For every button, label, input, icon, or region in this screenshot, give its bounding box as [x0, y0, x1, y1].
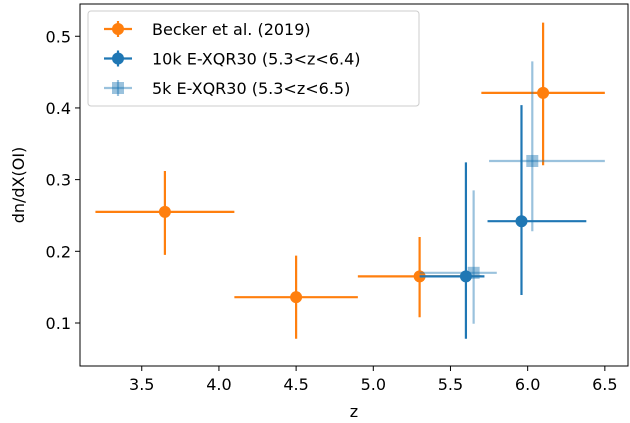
- data-point: [158, 205, 171, 218]
- x-tick-label: 6.5: [592, 375, 617, 394]
- legend-item: 5k E-XQR30 (5.3<z<6.5): [104, 79, 350, 98]
- x-tick-label: 5.0: [361, 375, 386, 394]
- data-point: [467, 266, 480, 279]
- x-tick-label: 5.5: [438, 375, 463, 394]
- legend-frame: [87, 10, 420, 107]
- y-tick-label: 0.5: [46, 27, 71, 46]
- x-tick-label: 4.5: [283, 375, 308, 394]
- data-marks: [95, 22, 605, 339]
- y-axis-label: dn/dX(OI): [9, 147, 28, 224]
- legend-marker: [112, 82, 124, 94]
- x-tick-label: 6.0: [515, 375, 540, 394]
- series-group: [419, 105, 587, 339]
- legend-label: 5k E-XQR30 (5.3<z<6.5): [152, 79, 350, 98]
- legend-label: 10k E-XQR30 (5.3<z<6.4): [152, 50, 361, 69]
- x-axis-label: z: [350, 402, 358, 421]
- y-tick-label: 0.3: [46, 171, 71, 190]
- legend-item: Becker et al. (2019): [104, 20, 311, 39]
- data-point: [537, 86, 550, 99]
- data-point: [290, 291, 303, 304]
- y-tick-label: 0.1: [46, 314, 71, 333]
- y-tick-label: 0.2: [46, 242, 71, 261]
- plot-frame: [79, 3, 629, 367]
- data-point: [515, 215, 528, 228]
- x-tick-label: 4.0: [206, 375, 231, 394]
- legend-marker: [112, 23, 124, 35]
- x-tick-label: 3.5: [129, 375, 154, 394]
- legend-item: 10k E-XQR30 (5.3<z<6.4): [104, 50, 361, 69]
- legend: Becker et al. (2019) 10k E-XQR30 (5.3<z<6…: [87, 10, 420, 107]
- legend-label: Becker et al. (2019): [152, 20, 311, 39]
- legend-marker: [112, 52, 124, 65]
- y-tick-label: 0.4: [46, 99, 71, 118]
- series-group: [419, 61, 605, 324]
- axis-ticks: 3.5 4.0 4.5 5.0 5.5 6.0 6.5 0.1 0.2 0.3 0.4 0.5: [46, 27, 618, 394]
- data-point: [526, 154, 539, 167]
- data-point: [459, 270, 472, 283]
